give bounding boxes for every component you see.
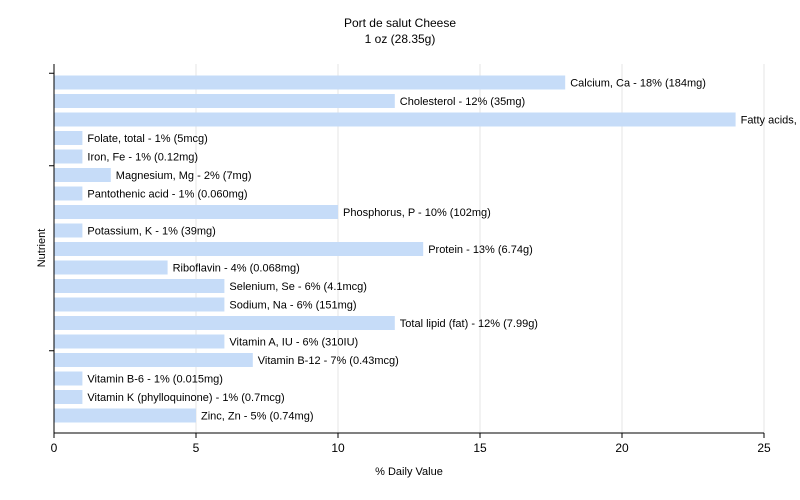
bar — [54, 371, 83, 386]
bar — [54, 112, 736, 127]
bar-label: Calcium, Ca - 18% (184mg) — [570, 78, 706, 90]
bar-label: Vitamin B-6 - 1% (0.015mg) — [87, 374, 223, 386]
bar — [54, 223, 83, 238]
bar-label: Sodium, Na - 6% (151mg) — [229, 300, 356, 312]
bar — [54, 242, 424, 256]
x-tick-label: 5 — [193, 441, 200, 455]
bar-label: Vitamin K (phylloquinone) - 1% (0.7mcg) — [87, 392, 284, 404]
bar — [54, 94, 395, 108]
chart-subtitle: 1 oz (28.35g) — [364, 32, 436, 46]
bar-label: Potassium, K - 1% (39mg) — [87, 226, 215, 238]
bar-label: Fatty acids, total saturated - 24% (4.73… — [741, 115, 800, 127]
bar-label: Magnesium, Mg - 2% (7mg) — [116, 170, 252, 182]
bar-label: Protein - 13% (6.74g) — [428, 244, 533, 256]
bar — [54, 260, 168, 275]
bar — [54, 186, 83, 201]
bar-label: Cholesterol - 12% (35mg) — [400, 96, 525, 108]
bar — [54, 334, 225, 349]
bar — [54, 168, 111, 182]
bar — [54, 316, 395, 330]
bar-label: Vitamin B-12 - 7% (0.43mcg) — [258, 355, 399, 367]
bar — [54, 75, 566, 90]
bar-label: Zinc, Zn - 5% (0.74mg) — [201, 411, 313, 423]
bar — [54, 279, 225, 293]
x-tick-label: 15 — [473, 441, 487, 455]
x-tick-label: 20 — [615, 441, 629, 455]
bar — [54, 131, 83, 145]
y-axis-label: Nutrient — [36, 228, 48, 268]
bar-label: Folate, total - 1% (5mcg) — [87, 133, 207, 145]
bar — [54, 408, 196, 423]
bar — [54, 353, 253, 367]
bar-label: Vitamin A, IU - 6% (310IU) — [229, 337, 358, 349]
bar — [54, 390, 83, 404]
bar-label: Iron, Fe - 1% (0.12mg) — [87, 152, 198, 164]
bar — [54, 149, 83, 164]
bar — [54, 297, 225, 312]
x-tick-label: 25 — [757, 441, 771, 455]
bar-label: Riboflavin - 4% (0.068mg) — [173, 263, 300, 275]
x-axis-label: % Daily Value — [375, 466, 443, 478]
bar-label: Phosphorus, P - 10% (102mg) — [343, 207, 491, 219]
bar-label: Total lipid (fat) - 12% (7.99g) — [400, 318, 538, 330]
x-tick-label: 0 — [51, 441, 58, 455]
bar-label: Selenium, Se - 6% (4.1mcg) — [229, 281, 367, 293]
chart-title: Port de salut Cheese — [343, 16, 457, 30]
x-tick-label: 10 — [331, 441, 345, 455]
bar — [54, 205, 338, 219]
bar-label: Pantothenic acid - 1% (0.060mg) — [87, 189, 247, 201]
